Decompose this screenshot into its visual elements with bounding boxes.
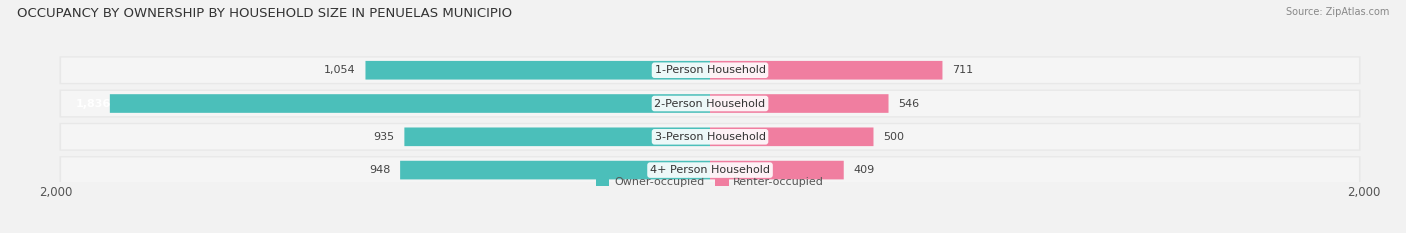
FancyBboxPatch shape (60, 124, 1360, 149)
FancyBboxPatch shape (59, 156, 1361, 184)
Text: 711: 711 (952, 65, 973, 75)
FancyBboxPatch shape (60, 58, 1360, 83)
Text: 2-Person Household: 2-Person Household (654, 99, 766, 109)
Text: 1,054: 1,054 (323, 65, 356, 75)
Text: 935: 935 (374, 132, 395, 142)
Legend: Owner-occupied, Renter-occupied: Owner-occupied, Renter-occupied (596, 177, 824, 187)
FancyBboxPatch shape (710, 94, 889, 113)
FancyBboxPatch shape (59, 56, 1361, 84)
FancyBboxPatch shape (110, 94, 710, 113)
Text: 409: 409 (853, 165, 875, 175)
FancyBboxPatch shape (59, 89, 1361, 117)
FancyBboxPatch shape (60, 158, 1360, 183)
FancyBboxPatch shape (405, 127, 710, 146)
Text: OCCUPANCY BY OWNERSHIP BY HOUSEHOLD SIZE IN PENUELAS MUNICIPIO: OCCUPANCY BY OWNERSHIP BY HOUSEHOLD SIZE… (17, 7, 512, 20)
Text: 3-Person Household: 3-Person Household (655, 132, 765, 142)
FancyBboxPatch shape (710, 161, 844, 179)
Text: 1-Person Household: 1-Person Household (655, 65, 765, 75)
FancyBboxPatch shape (366, 61, 710, 79)
FancyBboxPatch shape (60, 91, 1360, 116)
Text: 546: 546 (898, 99, 920, 109)
FancyBboxPatch shape (710, 127, 873, 146)
FancyBboxPatch shape (401, 161, 710, 179)
Text: Source: ZipAtlas.com: Source: ZipAtlas.com (1285, 7, 1389, 17)
Text: 948: 948 (368, 165, 391, 175)
Text: 4+ Person Household: 4+ Person Household (650, 165, 770, 175)
FancyBboxPatch shape (59, 123, 1361, 151)
Text: 500: 500 (883, 132, 904, 142)
Text: 1,836: 1,836 (76, 99, 111, 109)
FancyBboxPatch shape (710, 61, 942, 79)
